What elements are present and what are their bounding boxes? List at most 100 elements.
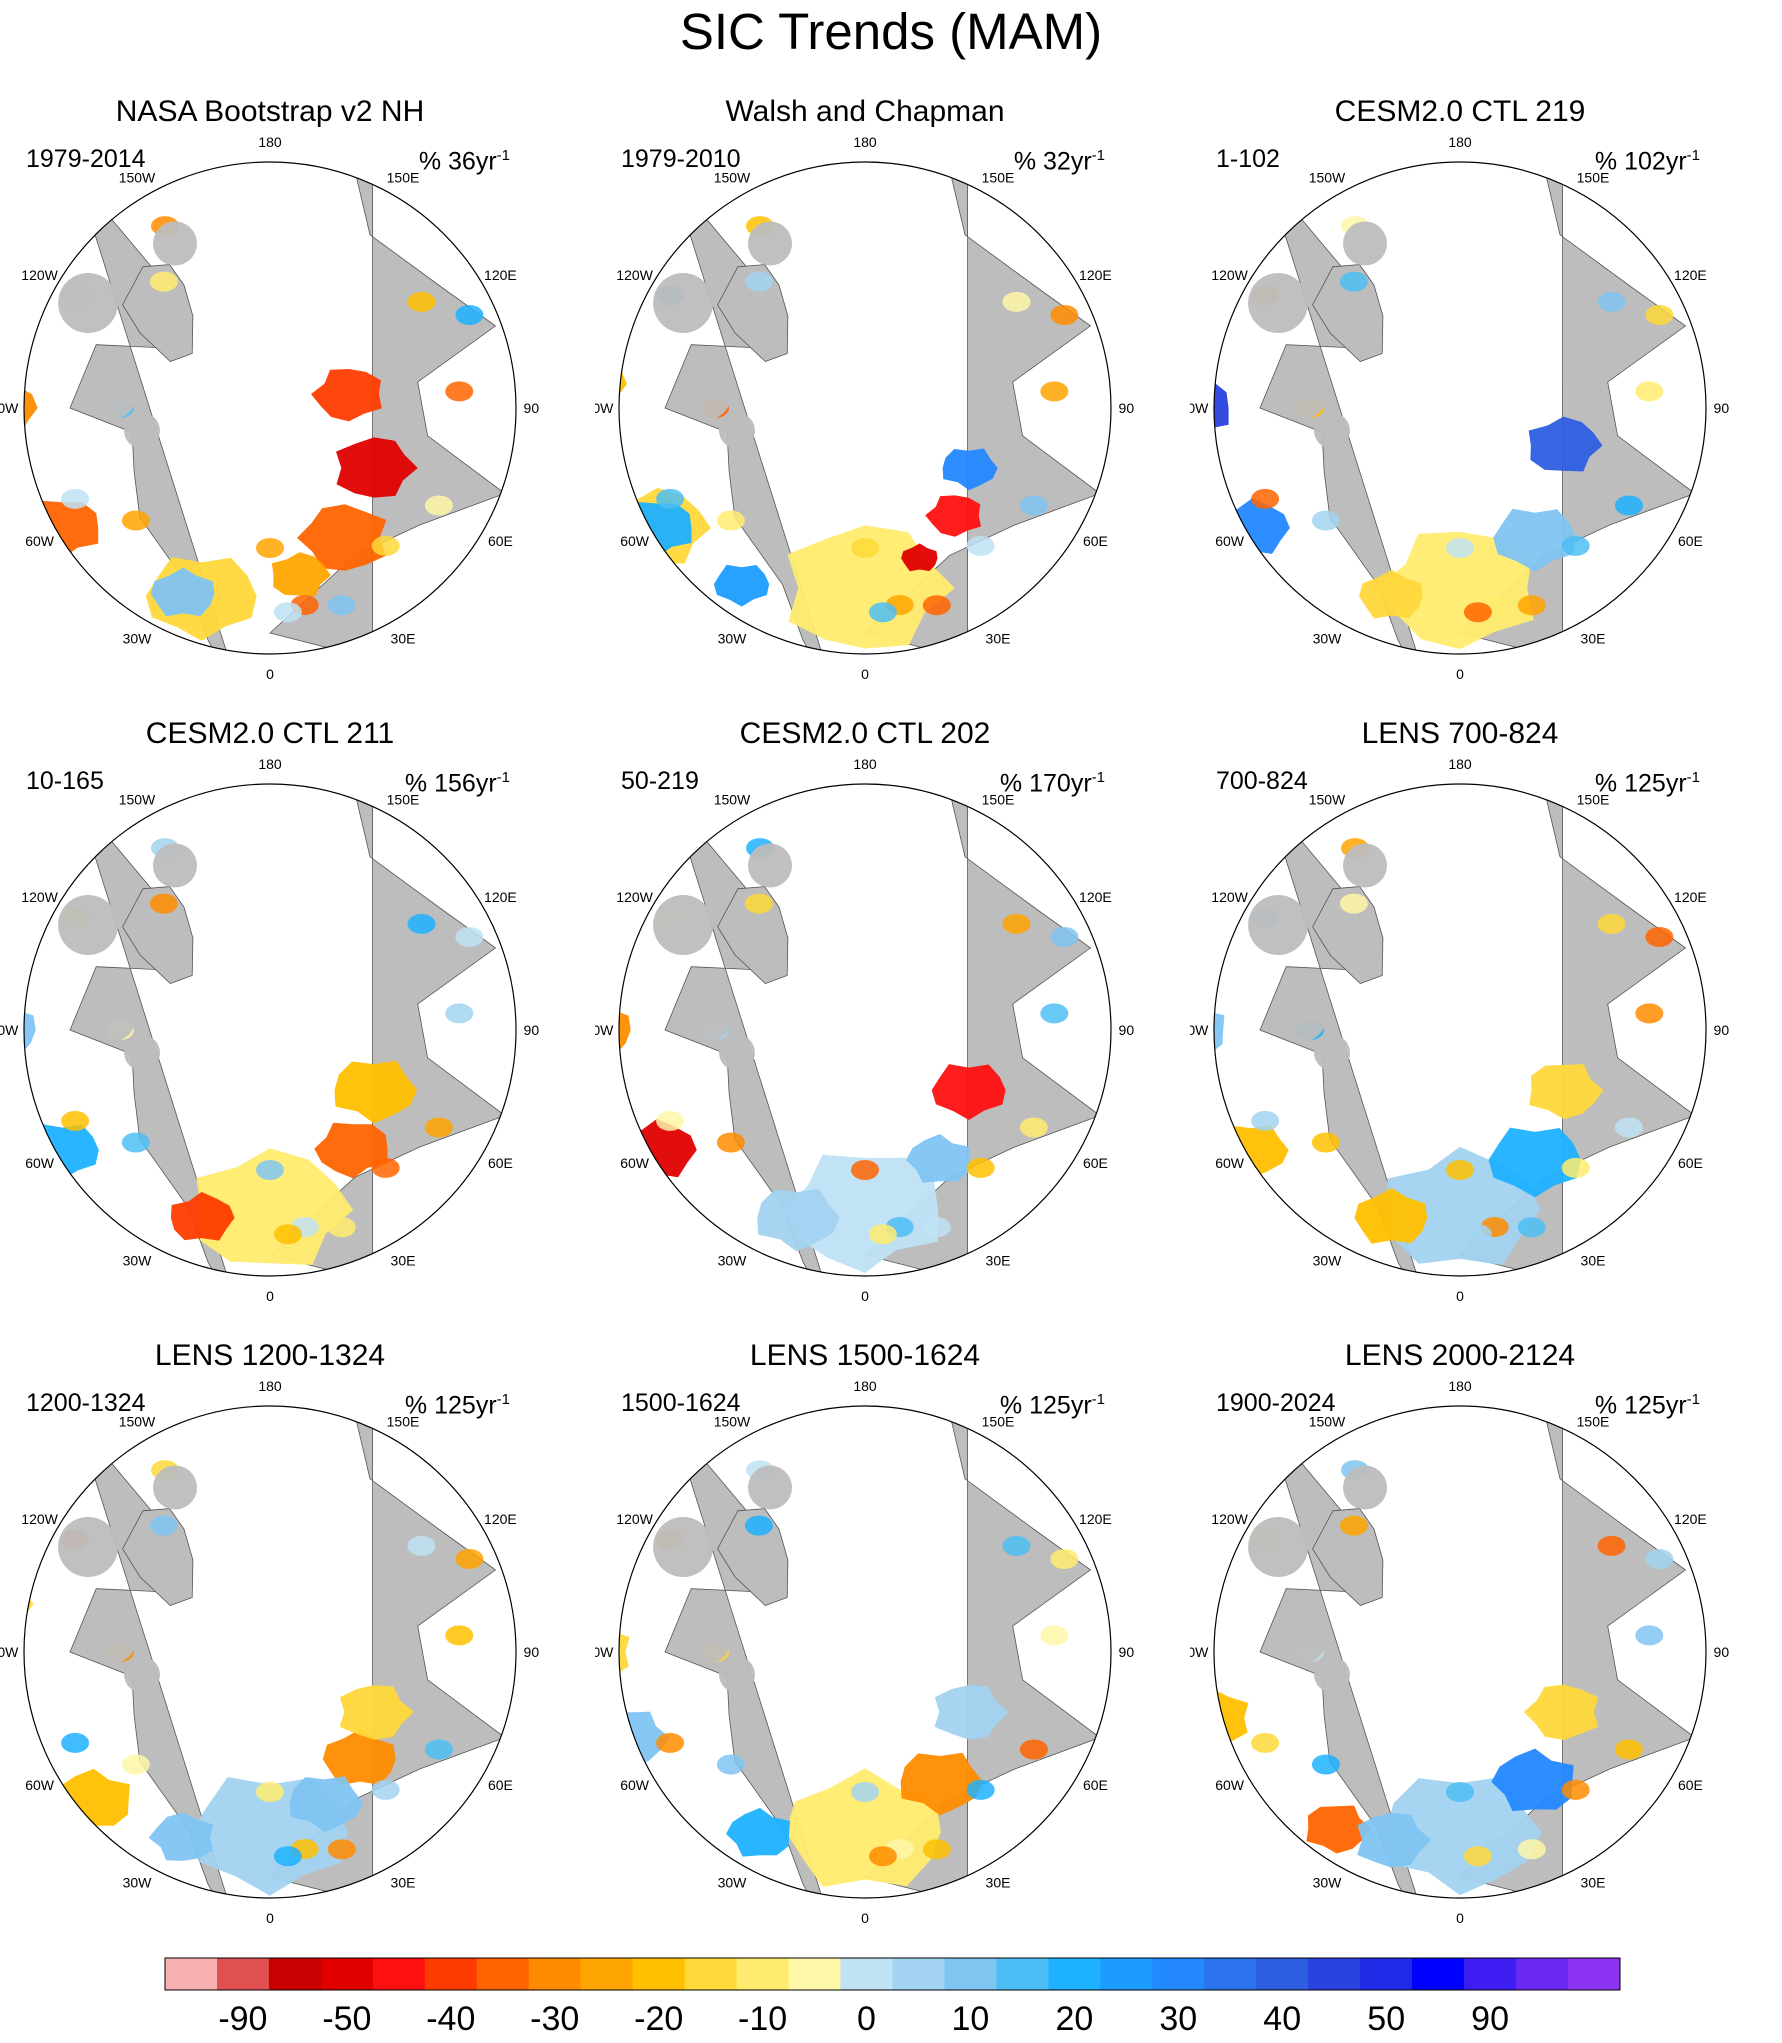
colorbar-label: -20: [634, 2000, 683, 2038]
trend-cell: [1050, 305, 1079, 325]
longitude-label: 90W: [1190, 400, 1209, 416]
trend-contour: [931, 1064, 1006, 1120]
trend-cell: [966, 535, 995, 556]
greenland-land: [122, 886, 194, 984]
trend-cell: [868, 602, 897, 623]
trend-cell: [455, 1549, 484, 1569]
longitude-label: 30W: [1313, 630, 1343, 646]
longitude-label: 0: [1456, 1910, 1464, 1926]
longitude-label: 90W: [0, 400, 19, 416]
longitude-label: 150W: [119, 170, 156, 186]
longitude-label: 150E: [1577, 170, 1610, 186]
trend-cell: [1050, 927, 1079, 947]
panel-title: LENS 700-824: [1361, 717, 1559, 750]
land-patch: [84, 1612, 137, 1665]
land-patch: [153, 221, 197, 266]
land-patch: [1314, 1656, 1350, 1693]
trend-cell: [371, 1779, 400, 1800]
trend-cell: [1645, 1549, 1674, 1569]
trend-cell: [407, 291, 436, 312]
land-patch: [153, 1465, 197, 1510]
scale-exponent: -1: [1686, 1391, 1700, 1408]
scale-value: 36: [448, 147, 476, 176]
longitude-label: 0: [1456, 1288, 1464, 1304]
trend-cell: [327, 1217, 356, 1238]
trend-cell: [1517, 1217, 1546, 1238]
map-panel: LENS 1200-1324 1200-1324% 125yr-1 180 150E 1…: [0, 1338, 540, 1946]
panel-scale: % 125yr-1: [1000, 1385, 1105, 1420]
trend-cell: [1339, 271, 1368, 292]
land-patch: [58, 273, 119, 333]
panel-scale: % 32yr-1: [1014, 141, 1105, 176]
longitude-label: 0: [1456, 666, 1464, 682]
scale-unit: %: [418, 147, 449, 176]
longitude-label: 120W: [1211, 1511, 1248, 1527]
longitude-label: 30W: [123, 1252, 153, 1268]
land-patch: [124, 1656, 160, 1693]
longitude-label: 60W: [1215, 533, 1245, 549]
map-panel: CESM2.0 CTL 219 1-102% 102yr-1 180 150E 120E…: [1190, 94, 1730, 702]
trend-contour: [942, 448, 998, 491]
eurasia-land: [269, 784, 506, 1276]
trend-cell: [455, 927, 484, 947]
longitude-label: 90W: [595, 1022, 614, 1038]
trend-cell: [1446, 538, 1474, 558]
longitude-label: 90E: [1119, 1022, 1135, 1038]
trend-cell: [1019, 1117, 1048, 1138]
longitude-label: 60W: [620, 533, 650, 549]
trend-contour: [934, 1685, 1009, 1740]
scale-exponent: -1: [1686, 769, 1700, 786]
scale-unit: %: [1594, 769, 1625, 798]
trend-cell: [256, 538, 284, 558]
longitude-label: 150E: [982, 792, 1015, 808]
colorbar-swatch: [1464, 1958, 1517, 1990]
longitude-label: 30E: [391, 1252, 416, 1268]
land-patch: [719, 1034, 755, 1071]
longitude-label: 30W: [1313, 1874, 1343, 1890]
scale-exponent: -1: [1091, 147, 1105, 164]
panel-years: 1-102: [1216, 145, 1280, 173]
longitude-label: 120W: [21, 1511, 58, 1527]
longitude-label: 60W: [620, 1155, 650, 1171]
scale-exponent: -1: [1091, 769, 1105, 786]
longitude-label: 90W: [1190, 1644, 1209, 1660]
longitude-label: 180: [853, 756, 877, 772]
trend-contour: [1491, 1748, 1574, 1812]
trend-cell: [1614, 1739, 1643, 1760]
trend-contour: [322, 1729, 396, 1786]
map-boundary: [23, 783, 517, 1277]
longitude-label: 30E: [391, 1874, 416, 1890]
trend-contour: [334, 1060, 418, 1124]
colorbar-label: 50: [1367, 2000, 1405, 2038]
panel-title: CESM2.0 CTL 202: [739, 717, 991, 750]
panel-scale: % 125yr-1: [405, 1385, 510, 1420]
colorbar-swatch: [424, 1958, 478, 1990]
trend-contour: [1528, 416, 1603, 472]
longitude-label: 150E: [982, 1414, 1015, 1430]
trend-cell: [1251, 488, 1280, 509]
trend-contour: [1354, 1187, 1428, 1244]
colorbar-swatch: [788, 1958, 842, 1990]
trend-cell: [1339, 1515, 1368, 1536]
trend-contour: [336, 437, 418, 498]
trend-cell: [1446, 1782, 1474, 1802]
longitude-label: 120E: [484, 889, 517, 905]
colorbar-swatch: [476, 1958, 530, 1990]
longitude-label: 90W: [595, 400, 614, 416]
land-patch: [1343, 1465, 1387, 1510]
trend-cell: [851, 1160, 879, 1180]
panel-scale: % 170yr-1: [1000, 763, 1105, 798]
trend-cell: [1635, 381, 1664, 402]
longitude-label: 150E: [387, 1414, 420, 1430]
longitude-label: 150E: [1577, 792, 1610, 808]
trend-cell: [445, 381, 474, 402]
trend-cell: [716, 510, 745, 531]
scale-exponent: -1: [1686, 147, 1700, 164]
scale-unit: %: [999, 769, 1030, 798]
trend-cell: [1517, 1839, 1546, 1860]
colorbar-label: -40: [426, 2000, 475, 2038]
scale-exponent: -1: [496, 147, 510, 164]
longitude-label: 90W: [0, 1022, 19, 1038]
scale-suffix: yr: [1665, 147, 1687, 176]
trend-cell: [424, 1117, 453, 1138]
